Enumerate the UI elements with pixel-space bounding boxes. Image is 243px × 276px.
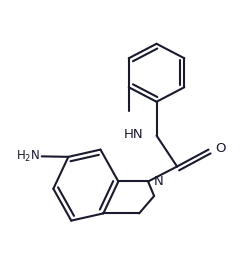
Text: HN: HN xyxy=(124,128,143,141)
Text: H$_2$N: H$_2$N xyxy=(17,149,41,164)
Text: O: O xyxy=(215,142,226,155)
Text: N: N xyxy=(154,175,164,188)
